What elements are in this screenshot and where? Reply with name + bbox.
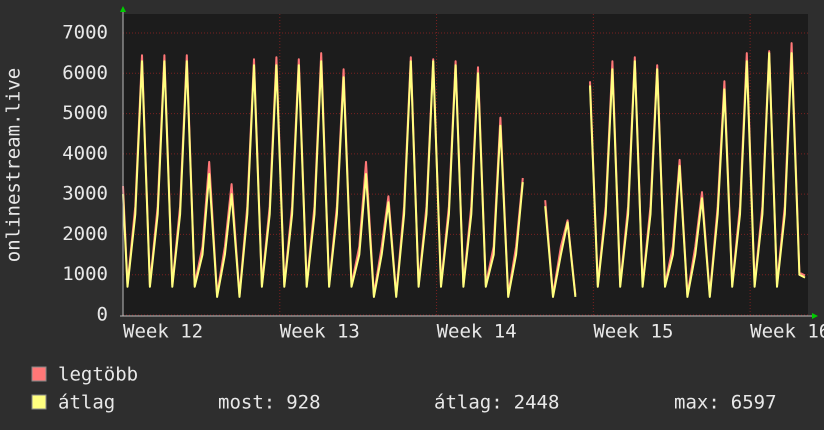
- lines: [122, 42, 806, 298]
- y-tick-label: 1000: [62, 263, 108, 285]
- y-tick-label: 2000: [62, 223, 108, 245]
- stat-value: 6597: [731, 392, 777, 414]
- x-tick-label: Week 16: [750, 321, 824, 343]
- stat-label: max:: [674, 392, 720, 414]
- legend-label: átlag: [58, 392, 115, 414]
- axis-arrow: [812, 313, 818, 319]
- axis-arrow: [120, 6, 126, 12]
- stat-label: most:: [218, 392, 275, 414]
- y-tick-label: 5000: [62, 102, 108, 124]
- y-tick-label: 0: [97, 304, 108, 326]
- stat-value: 928: [286, 392, 320, 414]
- legend-swatch: [31, 394, 47, 410]
- y-tick-label: 4000: [62, 142, 108, 164]
- y-tick-label: 3000: [62, 183, 108, 205]
- x-tick-label: Week 15: [593, 321, 673, 343]
- stat-value: 2448: [514, 392, 560, 414]
- y-axis-label: onlinestream.live: [3, 68, 25, 262]
- x-tick-label: Week 14: [437, 321, 517, 343]
- y-tick-label: 6000: [62, 62, 108, 84]
- legend-swatch: [31, 366, 47, 382]
- x-tick-label: Week 12: [123, 321, 203, 343]
- x-tick-label: Week 13: [280, 321, 360, 343]
- stat-label: átlag:: [434, 392, 503, 414]
- y-tick-label: 7000: [62, 22, 108, 44]
- series-line: [122, 52, 806, 298]
- legend-label: legtöbb: [58, 364, 138, 386]
